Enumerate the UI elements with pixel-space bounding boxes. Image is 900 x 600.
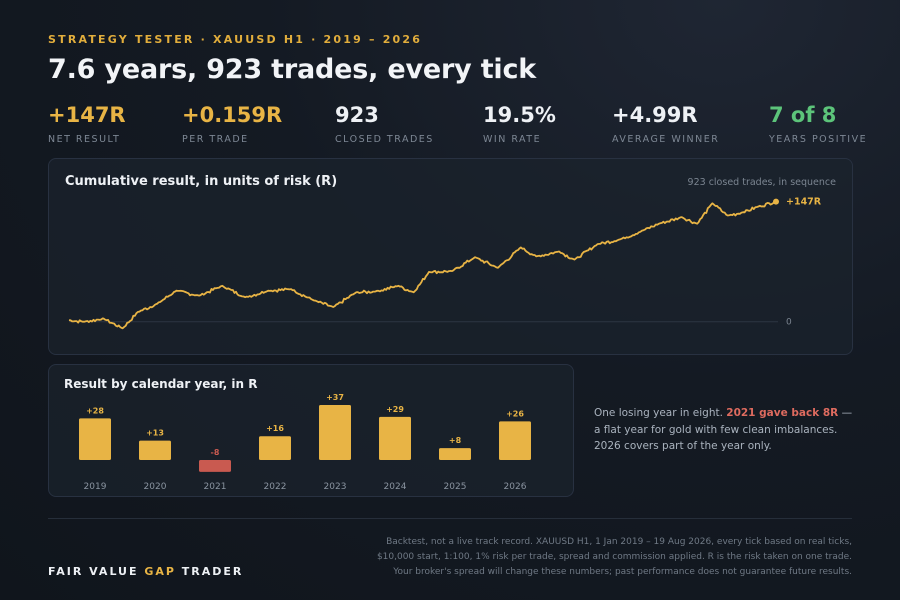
kpi-label: YEARS POSITIVE	[769, 134, 868, 145]
bar-category-label-2024: 2024	[384, 482, 407, 492]
bar-category-label-2022: 2022	[264, 482, 287, 492]
equity-curve-line	[68, 200, 777, 330]
cumulative-line-chart: 0 +147R	[68, 197, 822, 330]
bar-2022	[259, 436, 291, 460]
kpi-value: +4.99R	[612, 103, 698, 127]
commentary-text: One losing year in eight. 2021 gave back…	[594, 405, 856, 455]
bar-value-label-2021: -8	[211, 448, 220, 457]
commentary-intro: One losing year in eight.	[594, 407, 727, 419]
bar-value-label-2022: +16	[266, 424, 284, 433]
kpi-value: 923	[335, 103, 379, 127]
bar-value-label-2020: +13	[146, 429, 164, 438]
yearly-bar-chart: +28 2019 +13 2020 -8 2021 +16 2022 +37 2023 +29 202…	[79, 393, 531, 492]
bar-value-label-2019: +28	[86, 406, 104, 415]
kpi-label: AVERAGE WINNER	[612, 134, 720, 145]
brand-logo: FAIR VALUE GAP TRADER	[48, 565, 243, 578]
kpi-value: +0.159R	[182, 103, 283, 127]
bar-value-label-2026: +26	[506, 409, 524, 418]
bar-category-label-2023: 2023	[324, 482, 347, 492]
bar-2020	[139, 440, 171, 460]
bar-category-label-2025: 2025	[444, 482, 467, 492]
zero-tick-label: 0	[786, 318, 792, 328]
bar-2026	[499, 421, 531, 460]
kpi-value: +147R	[48, 103, 126, 127]
kpi-label: CLOSED TRADES	[335, 134, 434, 145]
commentary-rest: — a flat year for gold with few clean im…	[594, 407, 853, 452]
bar-category-label-2026: 2026	[504, 482, 527, 492]
bar-category-label-2020: 2020	[144, 482, 167, 492]
kpi-years-positive: 7 of 8 YEARS POSITIVE	[769, 103, 867, 145]
equity-end-label: +147R	[786, 197, 822, 208]
kpi-net-result: +147R NET RESULT	[48, 103, 126, 145]
bar-2024	[379, 416, 411, 460]
bar-2021	[199, 460, 231, 472]
yearly-chart-card: Result by calendar year, in R +28 2019 +13…	[48, 364, 574, 497]
bar-value-label-2023: +37	[326, 393, 344, 402]
commentary-highlight: 2021 gave back 8R	[726, 407, 839, 419]
kpi-closed-trades: 923 CLOSED TRADES	[335, 103, 434, 145]
bar-2025	[439, 448, 471, 460]
brand-text-a: FAIR VALUE	[48, 565, 145, 578]
brand-text-b: GAP	[144, 565, 176, 578]
kpi-average-winner: +4.99R AVERAGE WINNER	[612, 103, 719, 145]
kpi-win-rate: 19.5% WIN RATE	[483, 103, 556, 145]
bar-value-label-2025: +8	[449, 436, 462, 445]
bar-category-label-2019: 2019	[84, 482, 107, 492]
bar-value-label-2024: +29	[386, 405, 404, 414]
chart-title: Cumulative result, in units of risk (R)	[65, 174, 338, 189]
bar-2019	[79, 418, 111, 460]
kpi-per-trade: +0.159R PER TRADE	[182, 103, 282, 145]
disclaimer-text: Backtest, not a live track record. XAUUS…	[376, 537, 852, 577]
brand-text-c: TRADER	[175, 565, 244, 578]
kpi-value: 7 of 8	[769, 103, 837, 127]
bar-category-label-2021: 2021	[204, 482, 227, 492]
footer-divider	[48, 518, 852, 519]
cumulative-chart-card: Cumulative result, in units of risk (R) …	[48, 158, 853, 355]
kpi-value: 19.5%	[483, 103, 556, 127]
bar-2023	[319, 405, 351, 460]
chart-title: Result by calendar year, in R	[64, 377, 258, 391]
equity-end-point	[773, 198, 779, 205]
page-title: 7.6 years, 923 trades, every tick	[48, 54, 537, 85]
kpi-label: WIN RATE	[483, 134, 542, 145]
kpi-label: NET RESULT	[48, 134, 121, 145]
chart-note: 923 closed trades, in sequence	[687, 177, 836, 188]
kpi-label: PER TRADE	[182, 134, 249, 145]
eyebrow-strategy-tester: STRATEGY TESTER · XAUUSD H1 · 2019 – 202…	[48, 33, 423, 46]
